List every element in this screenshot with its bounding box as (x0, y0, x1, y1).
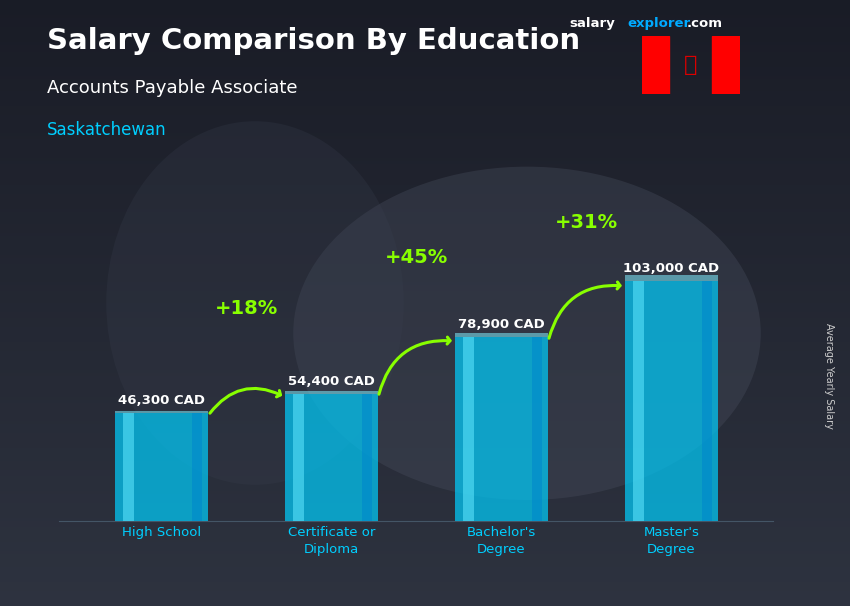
Text: Saskatchewan: Saskatchewan (47, 121, 167, 139)
Bar (192, 413, 201, 521)
Bar (115, 413, 208, 521)
Ellipse shape (106, 121, 404, 485)
Ellipse shape (293, 167, 761, 500)
Text: .com: .com (687, 17, 722, 30)
Bar (702, 281, 711, 521)
Text: Accounts Payable Associate: Accounts Payable Associate (47, 79, 298, 97)
Bar (633, 281, 644, 521)
Bar (625, 275, 718, 281)
Bar (115, 410, 208, 413)
Bar (712, 36, 740, 94)
Bar (123, 413, 134, 521)
Bar (532, 338, 541, 521)
Bar (642, 36, 669, 94)
Text: 46,300 CAD: 46,300 CAD (118, 394, 205, 407)
Text: 54,400 CAD: 54,400 CAD (288, 375, 375, 388)
Bar (625, 281, 718, 521)
Text: Average Yearly Salary: Average Yearly Salary (824, 323, 834, 428)
Bar (455, 333, 548, 338)
Text: +45%: +45% (385, 248, 448, 267)
Bar (285, 391, 378, 395)
Bar (455, 338, 548, 521)
Text: salary: salary (570, 17, 615, 30)
Text: 78,900 CAD: 78,900 CAD (458, 318, 545, 331)
Bar (362, 395, 371, 521)
Text: 🍁: 🍁 (684, 55, 697, 75)
Bar (285, 395, 378, 521)
Bar (463, 338, 474, 521)
Text: +31%: +31% (555, 213, 618, 232)
Text: explorer: explorer (627, 17, 690, 30)
Text: Salary Comparison By Education: Salary Comparison By Education (47, 27, 580, 55)
Text: +18%: +18% (215, 299, 278, 318)
Text: 103,000 CAD: 103,000 CAD (623, 262, 720, 275)
Bar (293, 395, 304, 521)
